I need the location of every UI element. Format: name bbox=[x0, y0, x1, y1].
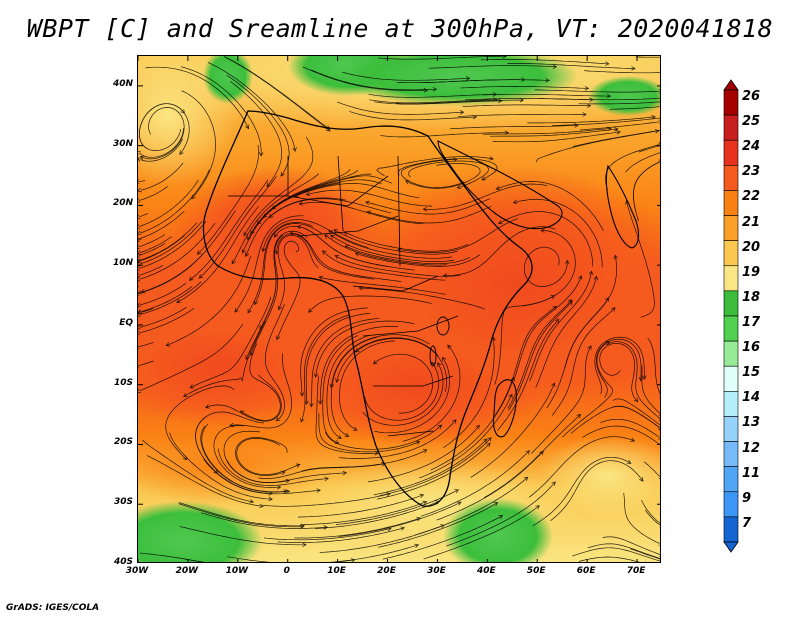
colorbar-level-label: 19 bbox=[742, 264, 761, 280]
coastline-africa bbox=[202, 110, 533, 507]
colorbar-swatch bbox=[723, 139, 739, 166]
colorbar-top-arrow bbox=[723, 79, 739, 91]
lon-label: 20E bbox=[377, 566, 396, 576]
colorbar-swatch bbox=[723, 190, 739, 216]
wbpt-green-north-4 bbox=[588, 76, 660, 116]
colorbar-swatch bbox=[723, 290, 739, 317]
lat-label: 30N bbox=[112, 138, 133, 149]
wbpt-cool-eddy-se bbox=[538, 436, 660, 516]
wbpt-orange-south bbox=[138, 426, 328, 506]
political-borders bbox=[228, 155, 459, 437]
colorbar-swatch bbox=[723, 240, 739, 267]
lon-label: 70E bbox=[626, 566, 646, 576]
lon-label: 30E bbox=[427, 566, 446, 576]
lat-label: 20S bbox=[113, 437, 133, 448]
colorbar-swatch bbox=[723, 315, 739, 342]
lat-label: 20N bbox=[112, 198, 133, 209]
lat-label: EQ bbox=[119, 317, 133, 328]
colorbar-level-label: 23 bbox=[742, 164, 761, 180]
colorbar-swatch bbox=[723, 516, 739, 543]
colorbar-swatch bbox=[723, 391, 739, 417]
coastline-india bbox=[605, 164, 640, 249]
lake-victoria-outline bbox=[436, 316, 450, 336]
streamlines bbox=[138, 56, 660, 562]
colorbar-level-label: 21 bbox=[742, 214, 761, 230]
lon-label: 20W bbox=[175, 566, 199, 576]
colorbar-swatch bbox=[723, 340, 739, 367]
lon-label: 60E bbox=[576, 566, 596, 576]
colorbar-level-label: 22 bbox=[742, 189, 761, 205]
colorbar-swatch bbox=[723, 466, 739, 493]
colorbar-level-label: 20 bbox=[742, 239, 761, 255]
lon-label: 50E bbox=[526, 566, 546, 576]
wbpt-hot-core-sw bbox=[138, 306, 338, 426]
lon-label: 10E bbox=[327, 566, 346, 576]
lat-label: 40N bbox=[112, 78, 133, 89]
colorbar-level-label: 14 bbox=[742, 390, 761, 406]
colorbar-level-label: 15 bbox=[742, 365, 761, 381]
colorbar-level-label: 24 bbox=[742, 139, 761, 155]
wbpt-green-north-3 bbox=[203, 56, 253, 104]
axis-ticks bbox=[138, 56, 660, 562]
colorbar-swatch bbox=[723, 215, 739, 241]
lon-label: 0 bbox=[283, 566, 290, 576]
map-title: WBPT [C] and Sreamline at 300hPa, VT: 20… bbox=[26, 14, 774, 43]
colorbar-level-label: 12 bbox=[742, 440, 761, 456]
colorbar-level-label: 17 bbox=[742, 315, 761, 330]
lon-label: 10W bbox=[225, 566, 249, 576]
lat-label: 30S bbox=[113, 497, 133, 508]
colorbar-swatch bbox=[723, 441, 739, 467]
colorbar-swatch bbox=[723, 265, 739, 292]
colorbar-swatch bbox=[723, 491, 739, 518]
colorbar-level-label: 9 bbox=[742, 490, 752, 506]
colorbar-swatch bbox=[723, 114, 739, 141]
map-panel bbox=[137, 55, 661, 563]
lake-tanganyika-outline bbox=[429, 345, 437, 367]
coastline-madagascar bbox=[492, 379, 517, 438]
colorbar-level-label: 13 bbox=[742, 415, 761, 431]
colorbar-level-label: 25 bbox=[742, 114, 761, 130]
colorbar-swatch bbox=[723, 365, 739, 392]
colorbar-level-label: 26 bbox=[742, 89, 761, 104]
colorbar-level-label: 7 bbox=[742, 515, 752, 531]
grads-credit: GrADS: IGES/COLA bbox=[6, 603, 100, 613]
colorbar-level-label: 18 bbox=[742, 289, 761, 305]
colorbar-level-label: 16 bbox=[742, 340, 761, 356]
colorbar-bottom-arrow bbox=[723, 541, 739, 553]
colorbar-swatch bbox=[723, 416, 739, 442]
lat-label: 10N bbox=[112, 258, 133, 269]
lon-label: 40E bbox=[476, 566, 496, 576]
lon-label: 30W bbox=[125, 566, 149, 576]
colorbar-swatch bbox=[723, 165, 739, 191]
lat-label: 40S bbox=[113, 557, 133, 567]
colorbar-level-label: 11 bbox=[742, 465, 761, 481]
lat-label: 10S bbox=[113, 377, 133, 388]
colorbar-swatch bbox=[723, 89, 739, 116]
wbpt-streamline-map bbox=[138, 56, 660, 562]
coastline-arabia bbox=[437, 140, 563, 230]
